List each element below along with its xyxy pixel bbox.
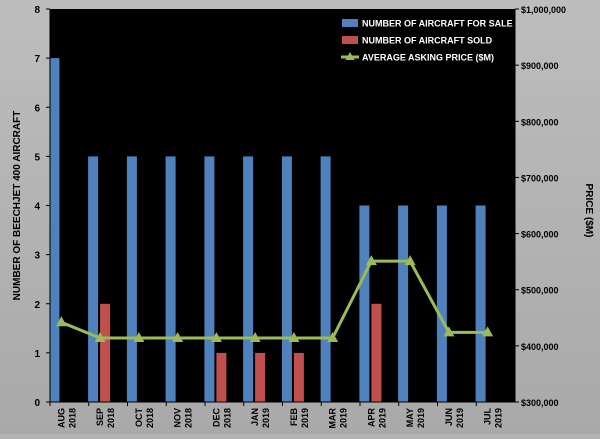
y-tick-label-left: 6 xyxy=(34,103,40,114)
x-tick-label-year: 2019 xyxy=(377,408,387,428)
price-line xyxy=(60,259,488,340)
x-tick-label-month: JUN xyxy=(444,408,454,426)
x-tick-label-month: MAR xyxy=(328,408,338,429)
bar-for-sale xyxy=(204,156,215,402)
price-marker xyxy=(55,316,67,327)
x-tick-label-year: 2019 xyxy=(455,408,465,428)
legend-label: NUMBER OF AIRCRAFT FOR SALE xyxy=(362,19,513,29)
price-marker xyxy=(249,331,261,342)
bar-for-sale xyxy=(243,156,254,402)
price-marker xyxy=(482,326,494,337)
x-tick-label-month: NOV xyxy=(173,408,183,428)
bar-sold xyxy=(216,352,227,402)
y-axis-title-right: PRICE ($M) xyxy=(583,184,594,238)
bar-for-sale xyxy=(475,205,486,402)
bar-sold xyxy=(371,303,382,403)
y-tick-label-left: 7 xyxy=(34,54,40,65)
bar-for-sale xyxy=(320,156,331,402)
x-tick-label-year: 2018 xyxy=(184,408,194,428)
x-tick-label-year: 2018 xyxy=(67,408,77,428)
legend-swatch xyxy=(342,19,358,27)
y-tick-label-left: 4 xyxy=(34,202,40,213)
legend-label: AVERAGE ASKING PRICE ($M) xyxy=(362,53,494,63)
x-tick-label-month: SEP xyxy=(95,408,105,426)
y-tick-label-right: $300,000 xyxy=(521,398,559,408)
bar-sold xyxy=(100,303,111,403)
bar-for-sale xyxy=(398,205,409,402)
y-tick-label-right: $1,000,000 xyxy=(521,5,566,15)
x-tick-label-month: MAY xyxy=(405,408,415,427)
bar-for-sale xyxy=(49,58,60,402)
price-marker xyxy=(327,331,339,342)
bar-sold xyxy=(255,352,266,402)
price-marker xyxy=(365,255,377,266)
price-marker xyxy=(210,331,222,342)
price-marker xyxy=(288,331,300,342)
y-tick-label-right: $700,000 xyxy=(521,173,559,183)
y-tick-label-left: 1 xyxy=(34,349,40,360)
x-tick-label-year: 2018 xyxy=(106,408,116,428)
x-tick-label-month: JUL xyxy=(483,408,493,426)
x-tick-label-year: 2019 xyxy=(416,408,426,428)
price-marker xyxy=(133,331,145,342)
y-tick-label-right: $900,000 xyxy=(521,61,559,71)
x-tick-label-year: 2019 xyxy=(261,408,271,428)
x-tick-label-year: 2019 xyxy=(339,408,349,428)
y-tick-label-right: $400,000 xyxy=(521,342,559,352)
y-tick-label-left: 2 xyxy=(34,300,40,311)
price-marker xyxy=(404,255,416,266)
y-tick-label-right: $600,000 xyxy=(521,230,559,240)
price-marker xyxy=(172,331,184,342)
bar-for-sale xyxy=(436,205,447,402)
y-axis-title-left: NUMBER OF BEECHJET 400 AIRCRAFT xyxy=(12,111,23,301)
x-tick-label-month: DEC xyxy=(211,408,221,428)
y-tick-label-left: 5 xyxy=(34,152,40,163)
y-tick-label-left: 3 xyxy=(34,251,40,262)
legend-box xyxy=(338,14,510,68)
y-tick-label-right: $800,000 xyxy=(521,117,559,127)
x-tick-label-year: 2019 xyxy=(494,408,504,428)
x-tick-label-year: 2019 xyxy=(300,408,310,428)
bar-for-sale xyxy=(281,156,292,402)
legend-label: NUMBER OF AIRCRAFT SOLD xyxy=(362,36,493,46)
x-tick-label-month: AUG xyxy=(56,408,66,428)
bar-sold xyxy=(293,352,304,402)
bar-for-sale xyxy=(359,205,370,402)
bar-for-sale xyxy=(165,156,176,402)
y-tick-label-left: 8 xyxy=(34,5,40,16)
price-marker xyxy=(443,326,455,337)
x-tick-label-month: APR xyxy=(366,408,376,428)
legend-swatch xyxy=(342,36,358,44)
bar-for-sale xyxy=(88,156,99,402)
x-tick-label-month: OCT xyxy=(134,408,144,428)
price-marker xyxy=(94,331,106,342)
x-tick-label-year: 2018 xyxy=(222,408,232,428)
x-tick-label-month: FEB xyxy=(289,407,299,426)
x-tick-label-year: 2018 xyxy=(145,408,155,428)
y-tick-label-right: $500,000 xyxy=(521,286,559,296)
bar-for-sale xyxy=(126,156,137,402)
y-tick-label-left: 0 xyxy=(34,398,40,409)
x-tick-label-month: JAN xyxy=(250,408,260,426)
legend-swatch-marker xyxy=(345,52,355,60)
